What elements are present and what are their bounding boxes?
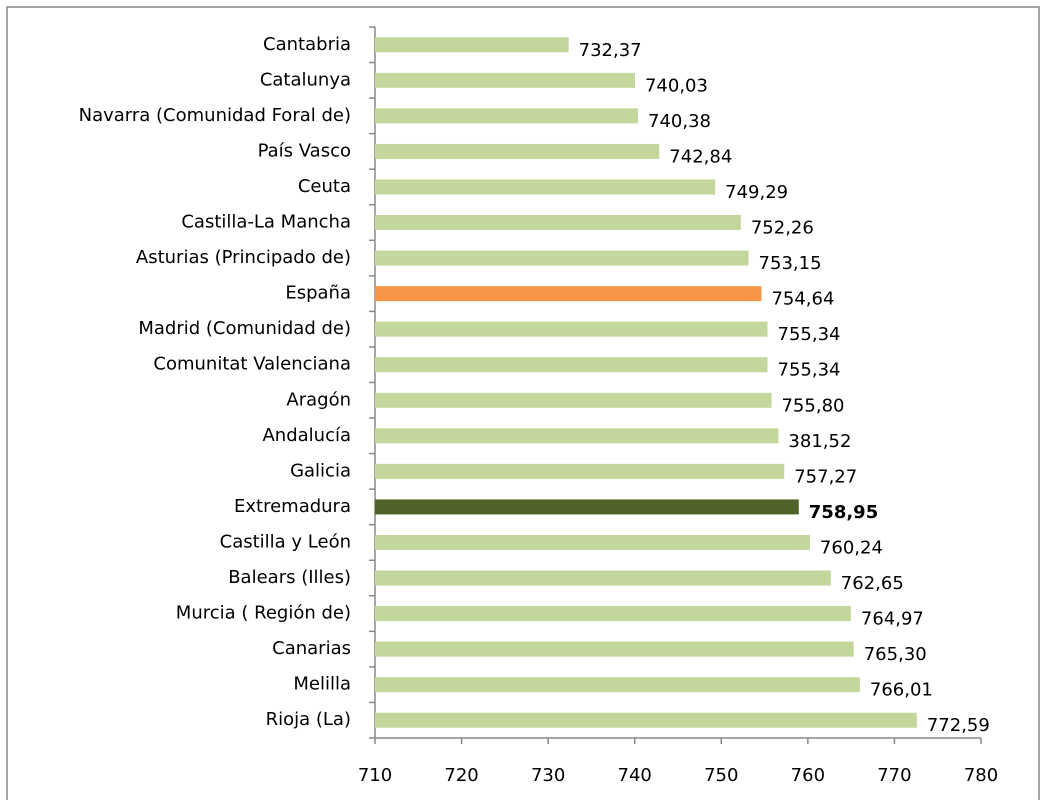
value-label: 742,84: [669, 146, 732, 167]
bar: [375, 250, 749, 266]
y-tick-label: Navarra (Comunidad Foral de): [79, 105, 351, 126]
bar: [375, 179, 716, 195]
value-label: 755,80: [781, 395, 844, 416]
bar: [375, 428, 779, 444]
bar: [375, 677, 860, 693]
value-label: 755,34: [778, 360, 841, 381]
y-tick-label: Madrid (Comunidad de): [138, 318, 351, 339]
bar: [375, 534, 810, 550]
y-tick-label: Castilla y León: [220, 531, 351, 552]
bar: [375, 499, 799, 515]
y-tick-label: Galicia: [290, 460, 351, 481]
value-label: 740,38: [648, 111, 711, 132]
y-tick-label: Murcia ( Región de): [176, 603, 351, 624]
y-tick-label: Andalucía: [262, 425, 351, 446]
x-tick-label: 760: [791, 765, 825, 786]
value-label: 740,03: [645, 75, 708, 96]
bar: [375, 357, 768, 373]
value-label: 758,95: [809, 502, 878, 523]
bar: [375, 72, 635, 88]
y-tick-label: Balears (Illes): [228, 567, 351, 588]
x-tick-label: 780: [964, 765, 998, 786]
bar: [375, 641, 854, 657]
bar: [375, 606, 851, 622]
x-tick-label: 730: [531, 765, 565, 786]
value-label: 752,26: [751, 218, 814, 239]
y-tick-label: Rioja (La): [266, 709, 351, 730]
x-tick-label: 750: [704, 765, 738, 786]
bar: [375, 286, 762, 302]
y-tick-label: Extremadura: [234, 496, 351, 517]
bar: [375, 712, 917, 728]
y-tick-label: Melilla: [293, 674, 351, 695]
x-tick-label: 770: [877, 765, 911, 786]
y-tick-label: Canarias: [272, 638, 351, 659]
y-tick-label: Catalunya: [260, 69, 351, 90]
bar: [375, 463, 785, 479]
value-label: 757,27: [794, 466, 857, 487]
bar: [375, 321, 768, 337]
value-label: 749,29: [725, 182, 788, 203]
y-tick-label: País Vasco: [258, 140, 351, 161]
value-label: 762,65: [841, 573, 904, 594]
value-label: 764,97: [861, 609, 924, 630]
y-tick-label: Comunitat Valenciana: [153, 354, 351, 375]
value-label: 760,24: [820, 537, 883, 558]
y-tick-label: España: [285, 283, 351, 304]
value-label: 755,34: [778, 324, 841, 345]
value-label: 753,15: [759, 253, 822, 274]
x-tick-label: 710: [358, 765, 392, 786]
value-label: 754,64: [771, 289, 834, 310]
bar: [375, 570, 831, 586]
value-label: 381,52: [788, 431, 851, 452]
y-tick-label: Aragón: [286, 389, 351, 410]
y-tick-label: Ceuta: [298, 176, 351, 197]
value-label: 766,01: [870, 680, 933, 701]
bar: [375, 143, 660, 159]
x-tick-label: 720: [444, 765, 478, 786]
bar: [375, 215, 741, 231]
y-tick-label: Cantabria: [263, 34, 351, 55]
x-tick-label: 740: [618, 765, 652, 786]
value-label: 732,37: [579, 40, 642, 61]
y-tick-label: Asturias (Principado de): [136, 247, 351, 268]
bar: [375, 37, 569, 53]
bar: [375, 108, 639, 124]
y-tick-label: Castilla-La Mancha: [181, 212, 351, 233]
bar: [375, 392, 772, 408]
value-label: 765,30: [864, 644, 927, 665]
value-label: 772,59: [927, 715, 990, 736]
